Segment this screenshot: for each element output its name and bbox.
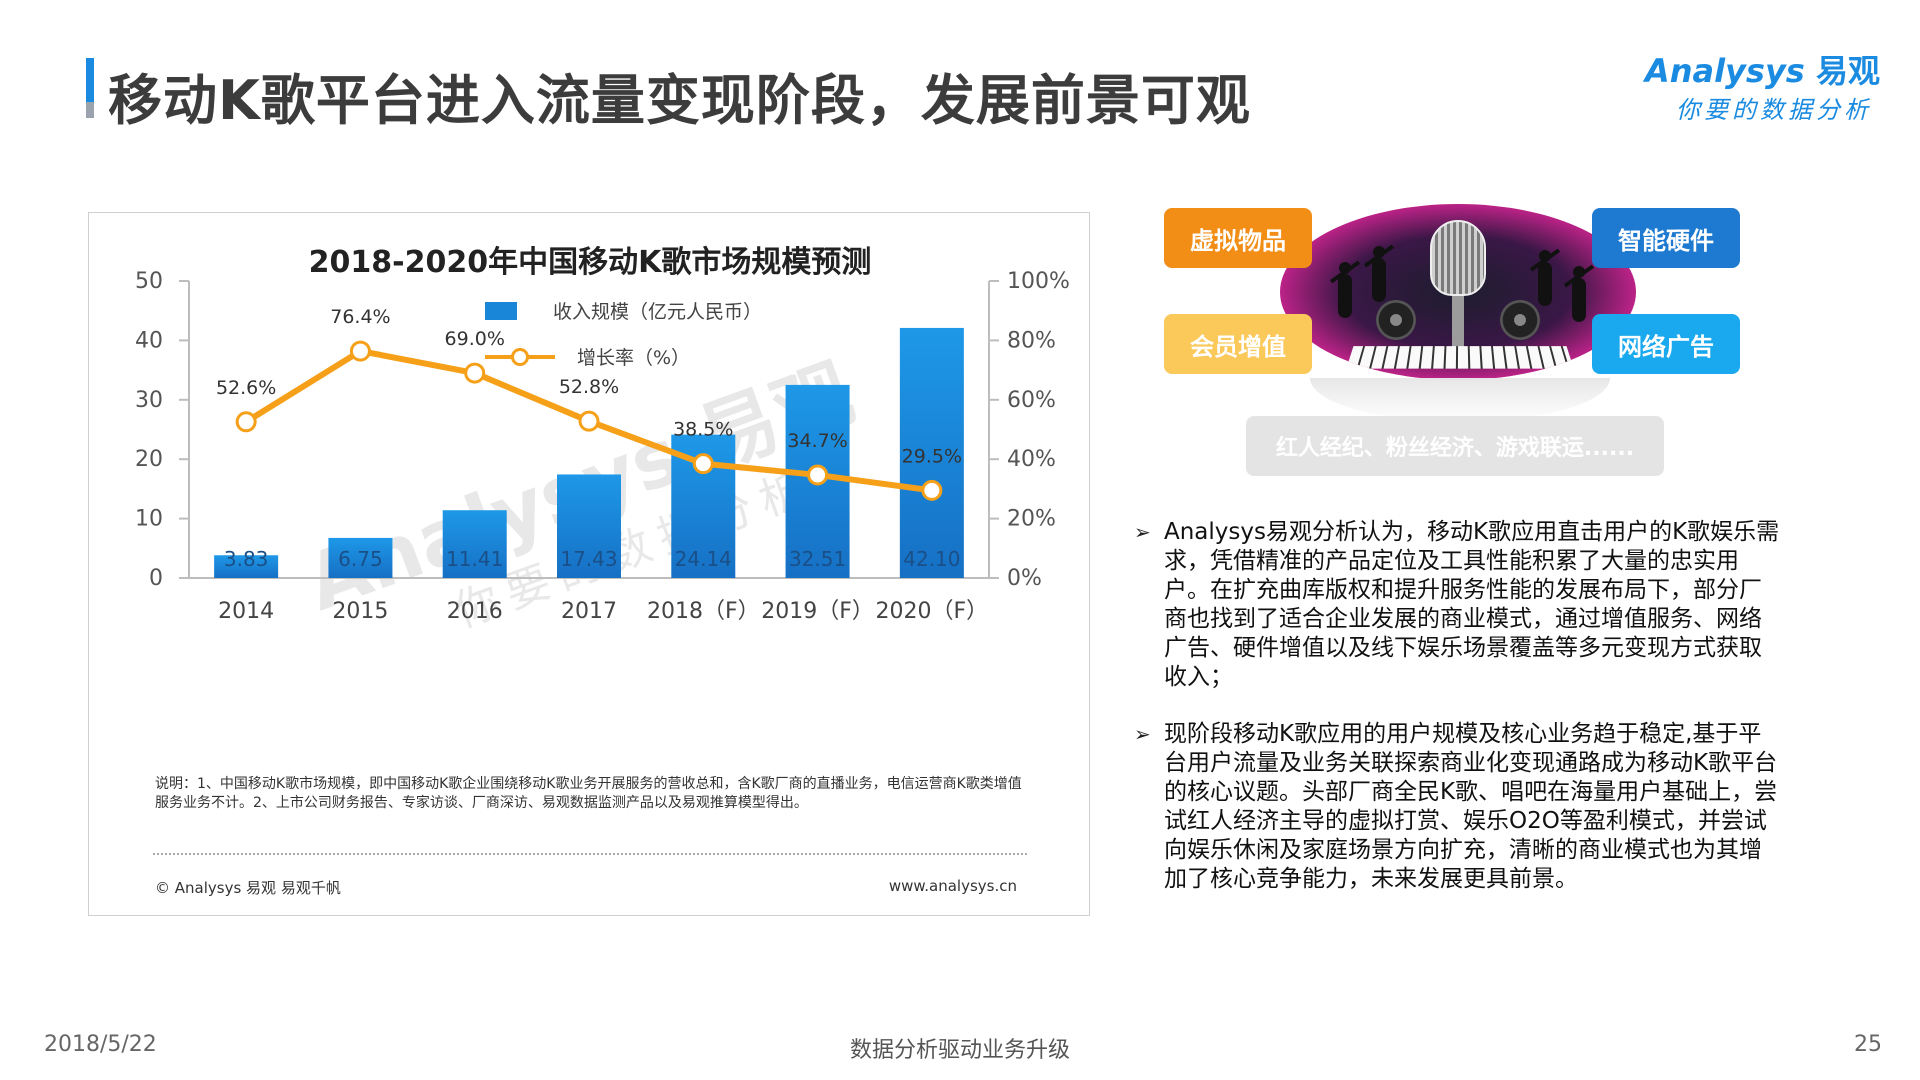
tag-virtual-goods: 虚拟物品 — [1164, 208, 1312, 268]
tag-membership: 会员增值 — [1164, 314, 1312, 374]
x-tick-label: 2019（F） — [761, 599, 874, 624]
tag-smart-hardware: 智能硬件 — [1592, 208, 1740, 268]
growth-point — [235, 411, 257, 433]
bar — [214, 555, 279, 578]
y-tick-label-left: 20 — [135, 447, 163, 472]
bar-value-label: 17.43 — [560, 547, 617, 571]
analysis-text: Analysys易观分析认为，移动K歌应用直击用户的K歌娱乐需求，凭借精准的产品… — [1130, 518, 1780, 922]
x-tick-label: 2017 — [561, 599, 617, 624]
growth-value-label: 76.4% — [330, 306, 390, 328]
legend-item-growth: 增长率（%） — [485, 343, 690, 370]
growth-value-label: 29.5% — [902, 445, 962, 467]
growth-point — [349, 340, 371, 362]
footer-slogan: 数据分析驱动业务升级 — [849, 1038, 1070, 1063]
bar — [557, 474, 621, 578]
x-tick-label: 2018（F） — [647, 599, 760, 624]
brand-tagline: 你要的数据分析 — [1676, 96, 1872, 124]
chart-note: 说明：1、中国移动K歌市场规模，即中国移动K歌企业围绕移动K歌业务开展服务的营收… — [155, 776, 1022, 811]
y-tick-label-right: 20% — [1007, 507, 1056, 532]
footer-date: 2018/5/22 — [44, 1032, 157, 1057]
chart-title: 2018-2020年中国移动K歌市场规模预测 — [308, 245, 872, 280]
bar-value-label: 11.41 — [446, 547, 503, 571]
y-tick-label-right: 100% — [1007, 269, 1070, 294]
analysis-paragraph: 现阶段移动K歌应用的用户规模及核心业务趋于稳定,基于平台用户流量及业务关联探索商… — [1130, 720, 1780, 894]
y-tick-label-right: 0% — [1007, 566, 1042, 591]
x-tick-label: 2015 — [332, 599, 388, 624]
brand-logo-block: Analysys 易观 你要的数据分析 — [1630, 46, 1880, 126]
bar-value-label: 6.75 — [338, 547, 383, 571]
analysis-paragraph: Analysys易观分析认为，移动K歌应用直击用户的K歌娱乐需求，凭借精准的产品… — [1130, 518, 1780, 692]
bar-value-label: 32.51 — [789, 547, 846, 571]
x-tick-label: 2020（F） — [876, 599, 989, 624]
page-title: 移动K歌平台进入流量变现阶段，发展前景可观 — [108, 69, 1251, 132]
growth-value-label: 52.6% — [216, 377, 276, 399]
y-tick-label-left: 10 — [135, 507, 163, 532]
brand-logo-cn: 易观 — [1815, 52, 1880, 90]
monetization-illustration: 虚拟物品 智能硬件 会员增值 网络广告 红人经纪、粉丝经济、游戏联运...... — [1160, 200, 1760, 490]
growth-value-label: 69.0% — [445, 328, 505, 350]
bar — [328, 537, 393, 578]
growth-point — [578, 410, 600, 432]
brand-logo: Analysys 易观 — [1645, 46, 1880, 92]
bar-value-label: 24.14 — [675, 547, 732, 571]
growth-value-label: 38.5% — [673, 419, 733, 441]
x-tick-label: 2016 — [447, 599, 503, 624]
y-tick-label-right: 60% — [1007, 388, 1056, 413]
bar-value-label: 3.83 — [224, 547, 269, 571]
legend-line-marker-icon — [485, 345, 555, 369]
y-tick-label-left: 50 — [135, 269, 163, 294]
y-tick-label-right: 80% — [1007, 328, 1056, 353]
growth-value-label: 52.8% — [559, 376, 619, 398]
legend-item-revenue: 收入规模（亿元人民币） — [485, 297, 762, 324]
chart-svg: Analysys 易观你要的数据分析010203040500%20%40%60%… — [135, 269, 1070, 638]
chart-source-url: www.analysys.cn — [888, 877, 1017, 895]
growth-point — [807, 464, 829, 486]
y-tick-label-left: 40 — [135, 328, 163, 353]
legend-label-growth: 增长率（%） — [577, 347, 691, 369]
tag-online-ads: 网络广告 — [1592, 314, 1740, 374]
legend-bar-swatch-icon — [485, 301, 517, 320]
microphone-stage-icon — [1280, 204, 1636, 380]
y-tick-label-right: 40% — [1007, 447, 1056, 472]
brand-logo-en: Analysys — [1644, 52, 1805, 90]
x-tick-label: 2014 — [218, 599, 274, 624]
growth-point — [692, 453, 714, 475]
tag-other-monetization: 红人经纪、粉丝经济、游戏联运...... — [1246, 416, 1664, 476]
y-tick-label-left: 30 — [135, 388, 163, 413]
chart-panel: Analysys 易观你要的数据分析010203040500%20%40%60%… — [88, 212, 1090, 916]
bar-value-label: 42.10 — [903, 547, 960, 571]
page-number: 25 — [1854, 1032, 1882, 1057]
y-tick-label-left: 0 — [149, 566, 163, 591]
legend-label-revenue: 收入规模（亿元人民币） — [553, 301, 763, 323]
chart-copyright: © Analysys 易观 易观千帆 — [155, 879, 341, 897]
chart-divider — [153, 853, 1027, 855]
growth-point — [464, 362, 486, 384]
growth-value-label: 34.7% — [787, 430, 847, 452]
bar — [899, 327, 964, 578]
title-accent-bar — [86, 58, 94, 118]
bar — [442, 510, 507, 578]
growth-point — [921, 479, 943, 501]
